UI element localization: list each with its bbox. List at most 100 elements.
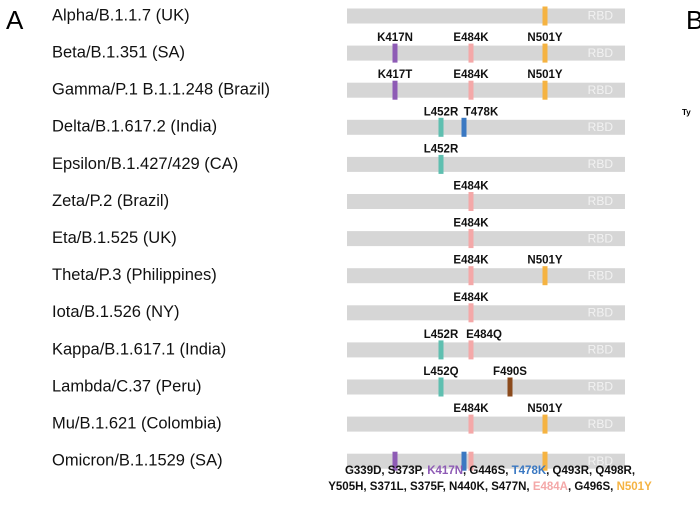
mutation-mark (468, 340, 474, 360)
mutation-label: E484K (453, 255, 489, 267)
rbd-bar (347, 305, 625, 321)
mutation-mark (542, 43, 548, 63)
mutation-label: L452R (424, 329, 459, 341)
footnote-line: Y505H, S371L, S375F, N440K, S477N, E484A… (328, 481, 652, 493)
footnote-segment: , Q493R, Q498R, (546, 465, 635, 477)
mutation-mark (542, 6, 548, 26)
mutation-mark (468, 80, 474, 100)
rbd-label: RBD (588, 343, 614, 357)
rbd-bar (347, 119, 625, 135)
mutation-label: E484K (453, 69, 489, 81)
rbd-bar (347, 82, 625, 98)
mutation-mark (468, 192, 474, 211)
mutation-mark (468, 414, 474, 434)
rbd-bar (347, 156, 625, 172)
mutation-mark (392, 80, 398, 100)
variant-name: Theta/P.3 (Philippines) (52, 266, 217, 284)
mutation-mark (461, 117, 467, 137)
mutation-mark (468, 229, 474, 249)
rbd-label: RBD (588, 194, 614, 208)
mutation-mark (468, 266, 474, 286)
rbd-bar (347, 8, 625, 24)
mutation-label: N501Y (527, 255, 562, 267)
mutation-mark (461, 451, 467, 471)
rbd-label: RBD (588, 46, 614, 60)
rbd-label: RBD (588, 120, 614, 134)
rbd-bar (347, 453, 625, 469)
mutation-label: K417T (378, 69, 413, 81)
mutation-label: E484K (453, 403, 489, 415)
footnote-segment: , G446S, (463, 465, 512, 477)
footnote-segment: K417N (427, 465, 463, 477)
rbd-bar (347, 194, 625, 209)
variant-rows: Alpha/B.1.1.7 (UK) RBD Beta/B.1.351 (SA) RB… (52, 6, 625, 471)
variant-name: Alpha/B.1.1.7 (UK) (52, 6, 190, 24)
rbd-bar (347, 231, 625, 247)
mutation-mark (542, 80, 548, 100)
footnote-line: G339D, S373P, K417N, G446S, T478K, Q493R… (345, 465, 635, 477)
mutation-mark (392, 451, 398, 471)
mutation-mark (542, 451, 548, 471)
rbd-label: RBD (588, 9, 614, 23)
mutation-mark (542, 414, 548, 434)
mutation-label: K417N (377, 32, 413, 44)
footnote-segment: G339D, S373P, (345, 465, 427, 477)
footnote-segment: N501Y (617, 481, 652, 493)
mutation-label: E484K (453, 32, 489, 44)
rbd-label: RBD (588, 268, 614, 282)
mutation-mark (438, 117, 444, 137)
variant-name: Lambda/C.37 (Peru) (52, 377, 202, 395)
variant-name: Beta/B.1.351 (SA) (52, 43, 185, 61)
variant-name: Iota/B.1.526 (NY) (52, 303, 179, 321)
mutation-label: E484K (453, 181, 489, 193)
mutation-label: L452R (424, 106, 459, 118)
mutation-mark (438, 340, 444, 360)
variant-name: Eta/B.1.525 (UK) (52, 229, 177, 247)
rbd-label: RBD (588, 380, 614, 394)
mutation-mark (542, 266, 548, 286)
rbd-label: RBD (588, 157, 614, 171)
mutation-label: E484Q (466, 329, 502, 341)
mutation-label: N501Y (527, 32, 562, 44)
rbd-bar (347, 268, 625, 284)
rbd-label: RBD (588, 417, 614, 431)
variant-name: Zeta/P.2 (Brazil) (52, 192, 169, 210)
mutation-mark (468, 303, 474, 323)
mutation-mark (468, 451, 474, 471)
variant-name: Gamma/P.1 B.1.1.248 (Brazil) (52, 81, 270, 99)
footnote-segment: T478K (512, 465, 547, 477)
variant-name: Delta/B.1.617.2 (India) (52, 118, 217, 136)
mutation-label: T478K (464, 106, 499, 118)
rbd-bar (347, 379, 625, 395)
mutation-mark (507, 377, 513, 397)
cut-text: Ty (682, 108, 691, 117)
mutation-mark (438, 154, 444, 174)
variant-name: Epsilon/B.1.427/429 (CA) (52, 155, 238, 173)
panel-label: B (686, 5, 700, 35)
variant-name: Mu/B.1.621 (Colombia) (52, 414, 222, 432)
rbd-label: RBD (588, 231, 614, 245)
panel-label: A (6, 5, 24, 35)
rbd-label: RBD (588, 83, 614, 97)
rbd-bar (347, 342, 625, 358)
mutation-label: L452Q (423, 366, 458, 378)
variant-name: Omicron/B.1.1529 (SA) (52, 452, 223, 470)
rbd-bar (347, 45, 625, 61)
mutation-mark (438, 377, 444, 397)
mutation-mark (392, 43, 398, 63)
footnote-segment: Y505H, S371L, S375F, N440K, S477N, (328, 481, 533, 493)
mutation-label: L452R (424, 143, 459, 155)
mutation-label: N501Y (527, 403, 562, 415)
mutation-label: N501Y (527, 69, 562, 81)
variant-name: Kappa/B.1.617.1 (India) (52, 340, 226, 358)
mutation-label: E484K (453, 218, 489, 230)
mutation-label: E484K (453, 292, 489, 304)
footnote-segment: E484A (533, 481, 568, 493)
rbd-bar (347, 416, 625, 432)
mutation-label: F490S (493, 366, 527, 378)
rbd-label: RBD (588, 454, 614, 468)
rbd-label: RBD (588, 305, 614, 319)
mutation-mark (468, 43, 474, 63)
footnote-segment: , G496S, (568, 481, 617, 493)
